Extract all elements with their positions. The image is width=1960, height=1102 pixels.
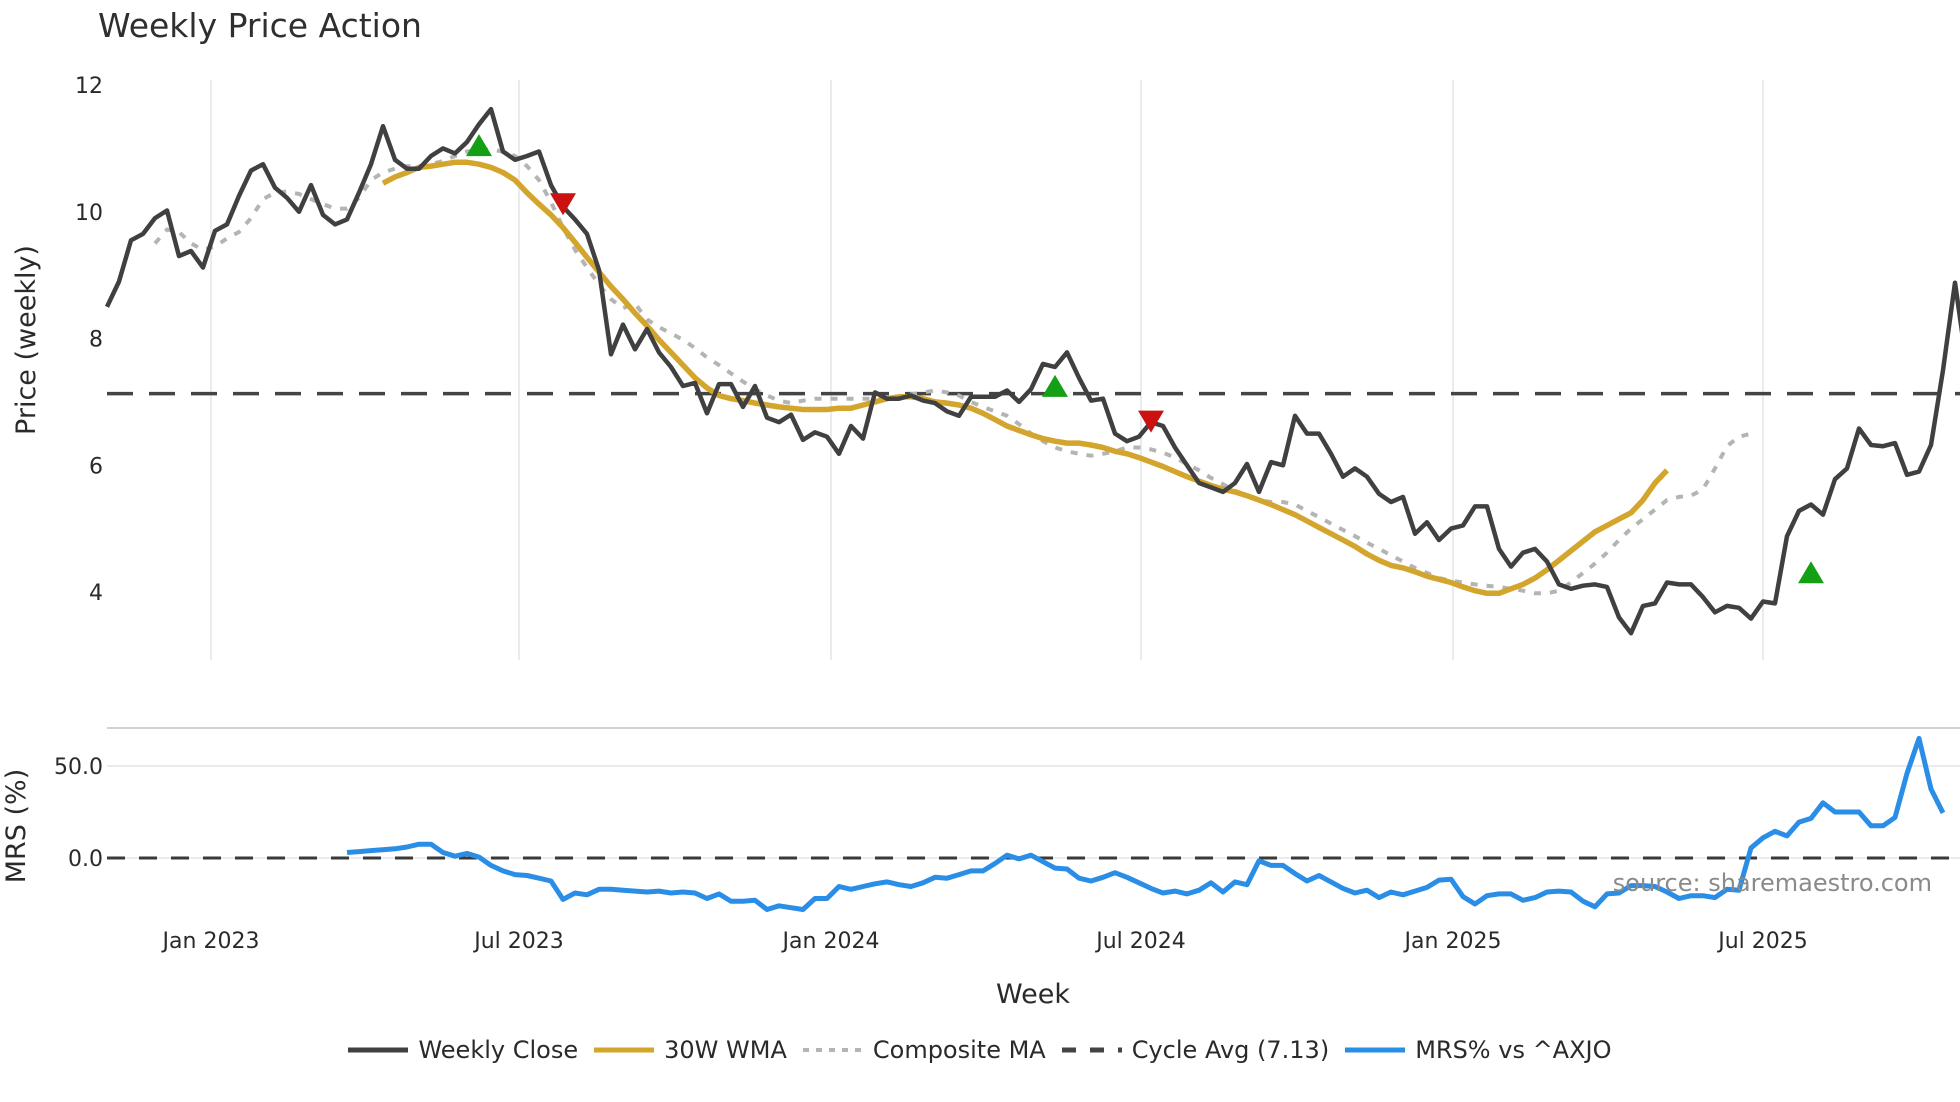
- chart-title: Weekly Price Action: [98, 6, 422, 45]
- mrs-y-axis-title: MRS (%): [1, 769, 32, 884]
- mrs-gridlines: [107, 765, 1960, 859]
- signal-markers: [466, 134, 1824, 584]
- legend: Weekly Close 30W WMA Composite MA Cycle Avg…: [0, 1036, 1960, 1064]
- mrs-y-axis-ticks: 0.0 50.0: [54, 755, 103, 872]
- price-y-tick-label: 6: [89, 454, 103, 479]
- price-vertical-gridlines: [210, 80, 1764, 660]
- price-y-tick-label: 8: [89, 328, 103, 353]
- legend-label: Weekly Close: [418, 1036, 579, 1064]
- price-y-tick-label: 4: [89, 581, 103, 606]
- legend-swatch-icon: [348, 1039, 409, 1061]
- price-y-axis-title: Price (weekly): [11, 245, 42, 435]
- mrs-line: [346, 735, 1946, 912]
- price-series: [104, 106, 1960, 636]
- weekly-close-line: [104, 106, 1960, 636]
- wma30-line: [381, 159, 1669, 597]
- mrs-series: [346, 735, 1946, 912]
- legend-label: MRS% vs ^AXJO: [1415, 1036, 1612, 1064]
- sell-signal-marker: [1138, 410, 1164, 433]
- sell-signal-marker: [550, 193, 576, 216]
- legend-label: Composite MA: [872, 1036, 1046, 1064]
- legend-item-composite-ma[interactable]: Composite MA: [802, 1036, 1046, 1064]
- price-y-tick-label: 10: [75, 201, 103, 226]
- legend-item-weekly-close[interactable]: Weekly Close: [348, 1036, 578, 1064]
- legend-item-mrs[interactable]: MRS% vs ^AXJO: [1345, 1036, 1612, 1064]
- buy-signal-marker: [1042, 374, 1068, 397]
- mrs-y-tick-label: 50.0: [54, 755, 103, 780]
- legend-item-wma30[interactable]: 30W WMA: [594, 1036, 787, 1064]
- source-label: source: sharemaestro.com: [1613, 869, 1932, 897]
- legend-label: Cycle Avg (7.13): [1131, 1036, 1330, 1064]
- legend-item-cycle-avg[interactable]: Cycle Avg (7.13): [1061, 1036, 1330, 1064]
- legend-swatch-icon: [1061, 1039, 1122, 1061]
- legend-swatch-icon: [594, 1039, 655, 1061]
- x-tick-label: Jul 2025: [1716, 929, 1808, 954]
- legend-swatch-icon: [1345, 1039, 1406, 1061]
- composite-ma-line: [153, 147, 1752, 596]
- x-axis-ticks: Jan 2023 Jul 2023 Jan 2024 Jul 2024 Jan 2025…: [161, 929, 1808, 954]
- buy-signal-marker: [1798, 561, 1824, 584]
- price-y-axis-ticks: 4 6 8 10 12: [75, 74, 103, 606]
- legend-swatch-icon: [802, 1039, 863, 1061]
- x-axis-title: Week: [996, 979, 1070, 1010]
- x-tick-label: Jan 2023: [161, 929, 260, 954]
- legend-label: 30W WMA: [664, 1036, 787, 1064]
- mrs-y-tick-label: 0.0: [68, 847, 103, 872]
- x-tick-label: Jul 2023: [472, 929, 564, 954]
- x-tick-label: Jan 2025: [1403, 929, 1502, 954]
- price-y-tick-label: 12: [75, 74, 103, 99]
- x-tick-label: Jan 2024: [781, 929, 880, 954]
- buy-signal-marker: [466, 134, 492, 157]
- x-tick-label: Jul 2024: [1094, 929, 1186, 954]
